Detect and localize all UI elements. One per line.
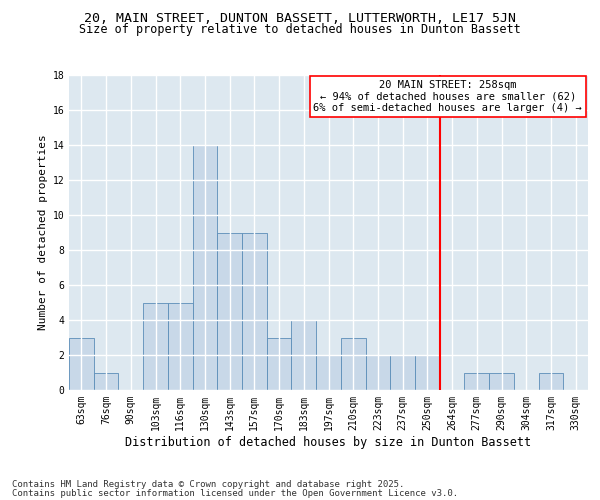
Bar [217,232,242,390]
Bar [390,355,415,390]
Bar [464,372,489,390]
Bar [292,320,316,390]
Bar [168,302,193,390]
Bar [489,372,514,390]
Text: Contains HM Land Registry data © Crown copyright and database right 2025.: Contains HM Land Registry data © Crown c… [12,480,404,489]
Text: Contains public sector information licensed under the Open Government Licence v3: Contains public sector information licen… [12,488,458,498]
Text: 20 MAIN STREET: 258sqm
← 94% of detached houses are smaller (62)
6% of semi-deta: 20 MAIN STREET: 258sqm ← 94% of detached… [313,80,582,113]
Bar [242,232,267,390]
Bar [341,338,365,390]
Text: 20, MAIN STREET, DUNTON BASSETT, LUTTERWORTH, LE17 5JN: 20, MAIN STREET, DUNTON BASSETT, LUTTERW… [84,12,516,26]
X-axis label: Distribution of detached houses by size in Dunton Bassett: Distribution of detached houses by size … [125,436,532,448]
Bar [94,372,118,390]
Bar [143,302,168,390]
Bar [316,355,341,390]
Bar [539,372,563,390]
Bar [267,338,292,390]
Text: Size of property relative to detached houses in Dunton Bassett: Size of property relative to detached ho… [79,22,521,36]
Bar [193,145,217,390]
Bar [415,355,440,390]
Bar [69,338,94,390]
Y-axis label: Number of detached properties: Number of detached properties [38,134,48,330]
Bar [365,355,390,390]
